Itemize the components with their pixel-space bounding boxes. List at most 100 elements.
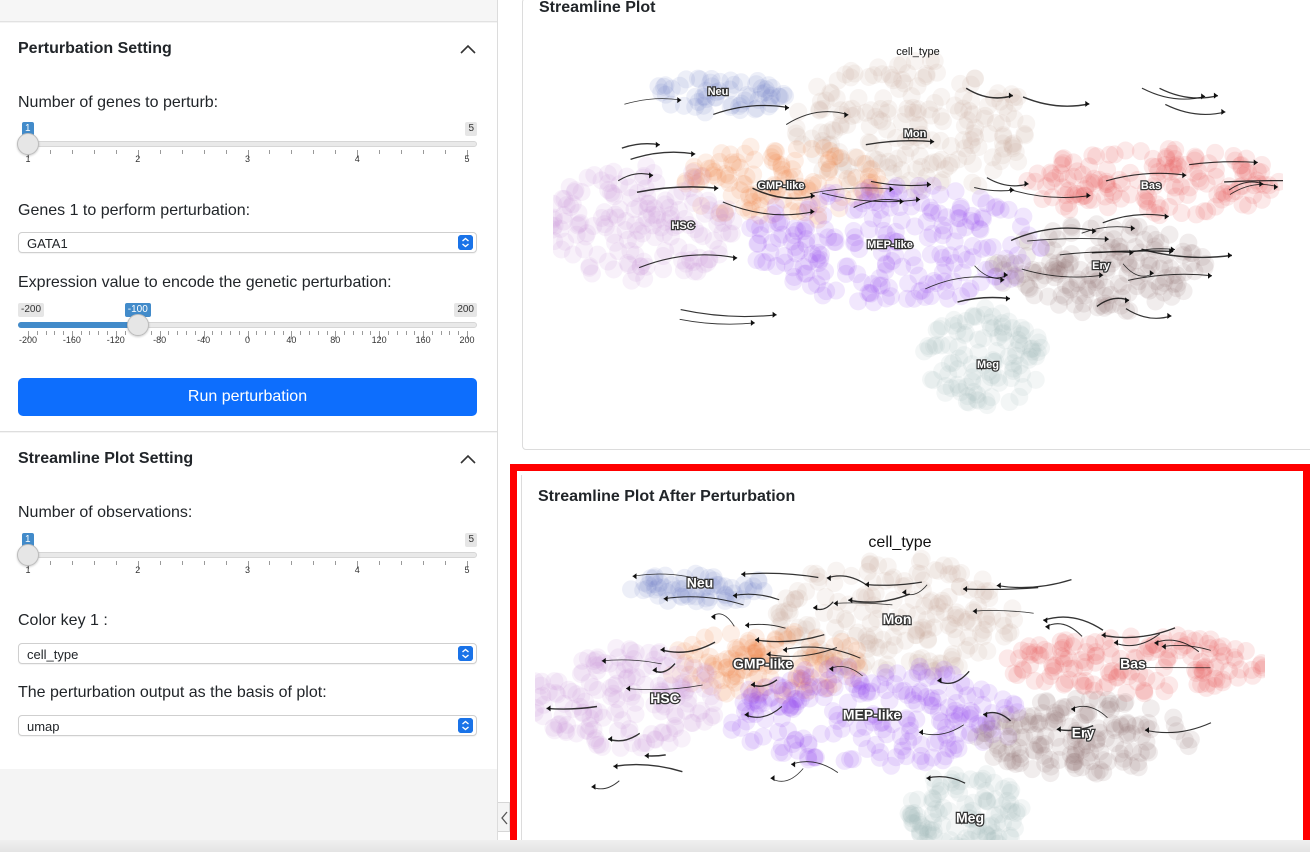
cell-point <box>871 659 890 678</box>
chevron-up-icon[interactable] <box>459 43 477 55</box>
cell-point <box>1129 272 1148 291</box>
cell-point <box>573 663 592 682</box>
cell-point <box>1163 144 1182 163</box>
cell-point <box>908 564 927 583</box>
cell-point <box>689 92 708 111</box>
cell-point <box>1115 740 1134 759</box>
cell-point <box>649 586 668 605</box>
cell-point <box>973 570 992 589</box>
basis-select[interactable]: umap <box>18 715 477 736</box>
cell-point <box>1118 713 1137 732</box>
cell-point <box>618 230 637 249</box>
cell-point <box>764 144 783 163</box>
cell-point <box>546 683 565 702</box>
cell-point <box>734 693 753 712</box>
cell-point <box>793 671 812 690</box>
cell-point <box>830 143 849 162</box>
slider-minor-tick <box>229 331 231 335</box>
cell-point <box>1231 156 1250 175</box>
slider-handle[interactable] <box>17 544 39 566</box>
cell-point <box>1050 261 1069 280</box>
cell-point <box>1054 634 1073 653</box>
slider-tick-label: 4 <box>354 565 360 575</box>
slider-handle[interactable] <box>17 133 39 155</box>
cell-point <box>739 202 758 221</box>
cell-point <box>929 319 948 338</box>
expression-slider[interactable]: -200 200 -100 -200 -160 -120 -80 -40 0 40 80 120… <box>18 303 477 351</box>
cell-point <box>979 683 998 702</box>
cell-point <box>1020 715 1039 734</box>
slider-track[interactable] <box>18 141 477 147</box>
cell-point <box>836 264 855 283</box>
cell-point <box>855 585 874 604</box>
cell-point <box>1226 651 1245 670</box>
cell-point <box>949 657 968 676</box>
cell-point <box>1250 175 1269 194</box>
streamline <box>1102 213 1169 224</box>
cell-point <box>1089 719 1108 738</box>
cell-point <box>860 283 879 302</box>
cell-point <box>711 200 730 219</box>
slider-track[interactable] <box>18 552 477 558</box>
perturbation-setting-panel: Perturbation Setting Number of genes to … <box>0 23 497 432</box>
streamline-arrow <box>741 571 746 578</box>
cell-point <box>642 725 661 744</box>
cell-point <box>1103 661 1122 680</box>
cell-point <box>1142 642 1161 661</box>
cell-point <box>1139 187 1158 206</box>
cell-point <box>555 189 574 208</box>
slider-major-tick <box>247 150 249 158</box>
cell-point <box>963 105 982 124</box>
cell-point <box>618 684 637 703</box>
chevron-up-icon[interactable] <box>459 453 477 465</box>
cell-point <box>971 189 990 208</box>
cell-point <box>878 120 897 139</box>
cell-point <box>859 133 878 152</box>
cell-point <box>892 175 911 194</box>
cell-point <box>1157 149 1176 168</box>
cell-point <box>573 651 592 670</box>
cell-point <box>976 782 995 801</box>
cell-point <box>1031 736 1050 755</box>
genes-select[interactable]: GATA1 <box>18 232 477 253</box>
color-key-select[interactable]: cell_type <box>18 643 477 664</box>
slider-minor-tick <box>265 331 267 335</box>
cell-point <box>762 94 781 113</box>
cell-point <box>688 69 707 88</box>
cell-point <box>535 698 545 717</box>
slider-handle[interactable] <box>126 314 149 336</box>
sidebar-collapse-toggle[interactable] <box>498 802 510 832</box>
run-perturbation-button[interactable]: Run perturbation <box>18 378 477 416</box>
cell-point <box>928 152 947 171</box>
cell-point <box>741 732 760 751</box>
cell-point <box>620 640 639 659</box>
cell-point <box>666 719 685 738</box>
cell-point <box>699 195 718 214</box>
cell-point <box>964 306 983 325</box>
cell-point <box>925 337 944 356</box>
slider-major-tick <box>247 561 249 569</box>
cell-type-label: GMP-like <box>733 656 793 672</box>
cell-point <box>951 383 970 402</box>
cell-point <box>656 566 675 585</box>
cell-point <box>886 246 905 265</box>
slider-tick-label: 2 <box>135 565 141 575</box>
cell-point <box>661 209 680 228</box>
cell-point <box>1046 656 1065 675</box>
streamline-arrow <box>1005 295 1010 302</box>
cell-point <box>586 731 605 750</box>
cell-point <box>945 818 964 837</box>
cell-point <box>856 103 875 122</box>
cell-point <box>942 153 961 172</box>
cell-point <box>656 76 675 95</box>
cell-point <box>762 656 781 675</box>
slider-minor-tick <box>93 561 95 565</box>
cell-point <box>1144 177 1163 196</box>
cell-point <box>553 220 562 239</box>
cell-point <box>1004 361 1023 380</box>
cell-point <box>1002 781 1021 800</box>
streamline-arrow <box>732 592 737 599</box>
cell-point <box>782 202 801 221</box>
